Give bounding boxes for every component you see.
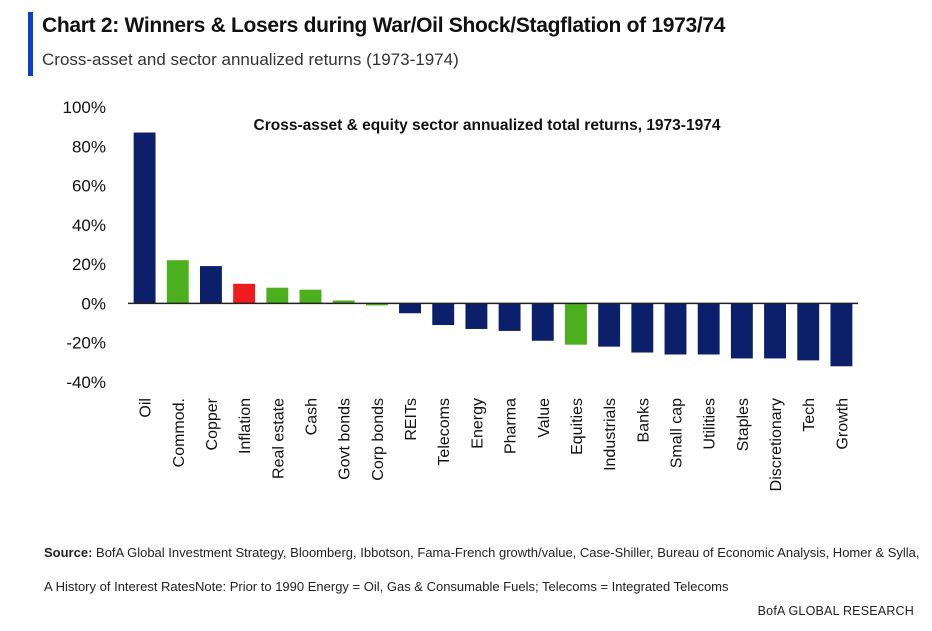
bar [365,303,388,306]
bar [233,283,256,304]
x-category-label: Copper [204,397,221,450]
bar [730,303,753,359]
bar [830,303,853,367]
y-tick-label: 40% [72,216,106,235]
brand-label: BofA GLOBAL RESEARCH [757,604,914,618]
bar [432,303,455,326]
x-category-label: Small cap [669,398,686,468]
bar-chart: Cross-asset & equity sector annualized t… [63,98,858,491]
bar [399,303,421,314]
bar [764,303,786,359]
source-label: Source: [44,545,93,560]
x-category-label: Staples [735,398,752,451]
x-category-label: Equities [569,398,586,455]
bar [133,132,156,304]
x-category-label: Utilities [702,398,719,450]
x-category-label: Banks [635,398,652,442]
bar [631,303,654,353]
bar [797,303,820,361]
y-tick-label: 60% [72,177,106,196]
x-category-label: Pharma [503,398,520,454]
x-category-label: Oil [138,398,155,418]
page-title: Chart 2: Winners & Losers during War/Oil… [42,14,726,37]
bar [465,303,488,329]
y-tick-label: 20% [72,255,106,274]
page-subtitle: Cross-asset and sector annualized return… [42,50,459,69]
x-category-label: Growth [834,398,851,450]
bar [299,289,322,304]
x-category-label: Energy [469,398,486,449]
x-category-label: Inflation [237,398,254,454]
source-note: Source: BofA Global Investment Strategy,… [44,536,924,604]
x-category-label: Corp bonds [370,398,387,481]
bar [565,303,587,345]
y-tick-label: -40% [66,373,106,392]
x-category-label: Discretionary [768,398,785,491]
bar [200,266,222,304]
x-category-label: Value [536,398,553,438]
bar [531,303,554,341]
bar [664,303,687,355]
x-category-label: Commod. [171,398,188,467]
x-category-label: Tech [801,398,818,432]
x-category-label: Govt bonds [337,398,354,480]
x-category-label: Real estate [270,398,287,479]
bar [498,303,521,331]
bar [166,260,189,304]
source-text: BofA Global Investment Strategy, Bloombe… [44,545,920,594]
y-tick-label: -20% [66,334,106,353]
y-tick-label: 100% [63,98,106,117]
bar [266,287,289,304]
y-tick-label: 80% [72,137,106,156]
bar [332,300,355,304]
x-category-label: Cash [304,398,321,435]
x-category-label: REITs [403,398,420,441]
bar [697,303,720,355]
chart-title: Cross-asset & equity sector annualized t… [254,117,721,134]
x-category-label: Industrials [602,398,619,471]
title-accent-bar [28,12,33,76]
bar [598,303,621,347]
x-category-label: Telecoms [436,398,453,466]
y-tick-label: 0% [81,294,106,313]
